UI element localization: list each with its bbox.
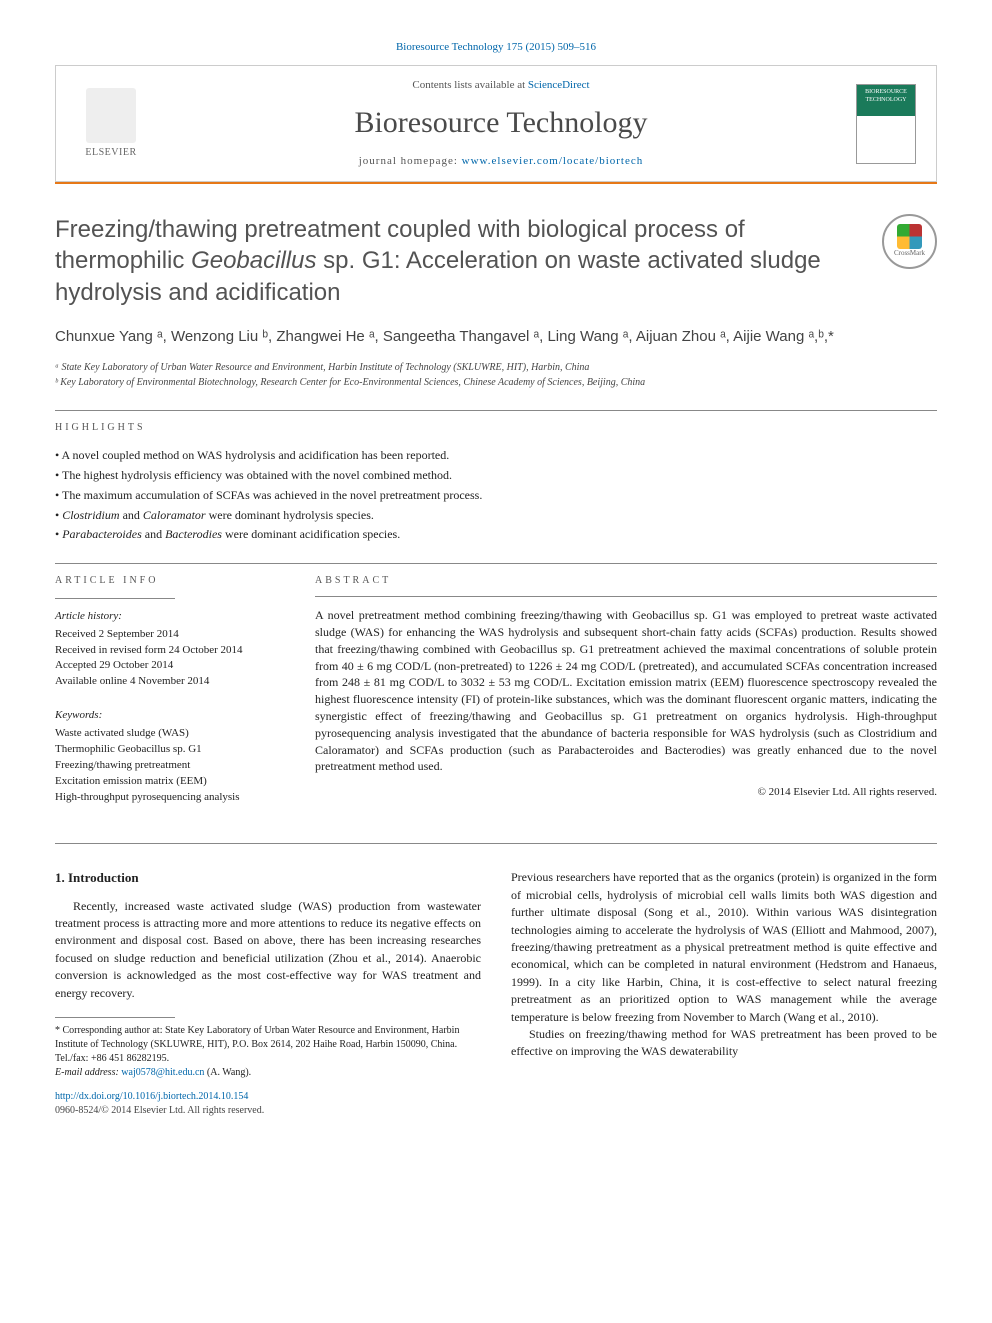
sciencedirect-link[interactable]: ScienceDirect: [528, 79, 590, 91]
issn-copyright: 0960-8524/© 2014 Elsevier Ltd. All right…: [55, 1104, 481, 1118]
abstract-text: A novel pretreatment method combining fr…: [315, 607, 937, 775]
corresponding-note: * Corresponding author at: State Key Lab…: [55, 1024, 481, 1066]
homepage-url[interactable]: www.elsevier.com/locate/biortech: [462, 155, 644, 167]
elsevier-tree-icon: [86, 88, 136, 143]
journal-homepage: journal homepage: www.elsevier.com/locat…: [166, 154, 836, 169]
doi-link[interactable]: http://dx.doi.org/10.1016/j.biortech.201…: [55, 1090, 481, 1104]
highlight-item: The maximum accumulation of SCFAs was ac…: [55, 487, 937, 504]
highlights-label: HIGHLIGHTS: [55, 421, 937, 435]
intro-col2: Previous researchers have reported that …: [511, 869, 937, 1060]
intro-heading: 1. Introduction: [55, 869, 481, 887]
journal-header: ELSEVIER Contents lists available at Sci…: [55, 65, 937, 182]
affiliations: ᵃ State Key Laboratory of Urban Water Re…: [55, 360, 937, 390]
history-received: Received 2 September 2014: [55, 627, 275, 643]
highlight-item: Clostridium and Caloramator were dominan…: [55, 507, 937, 524]
contents-prefix: Contents lists available at: [412, 79, 527, 91]
corresponding-email: E-mail address: waj0578@hit.edu.cn (A. W…: [55, 1066, 481, 1080]
highlight-item: The highest hydrolysis efficiency was ob…: [55, 467, 937, 484]
affiliation-a: ᵃ State Key Laboratory of Urban Water Re…: [55, 360, 937, 375]
affiliation-b: ᵇ Key Laboratory of Environmental Biotec…: [55, 375, 937, 390]
history-online: Available online 4 November 2014: [55, 674, 275, 690]
history-revised: Received in revised form 24 October 2014: [55, 643, 275, 659]
crossmark-badge[interactable]: CrossMark: [882, 214, 937, 269]
article-info-label: ARTICLE INFO: [55, 574, 275, 588]
intro-col1: Recently, increased waste activated slud…: [55, 898, 481, 1002]
highlights-list: A novel coupled method on WAS hydrolysis…: [55, 447, 937, 543]
publisher-label: ELSEVIER: [85, 146, 136, 160]
article-title: Freezing/thawing pretreatment coupled wi…: [55, 214, 862, 308]
citation-line: Bioresource Technology 175 (2015) 509–51…: [55, 40, 937, 55]
crossmark-icon: [897, 224, 922, 249]
keyword-item: High-throughput pyrosequencing analysis: [55, 790, 275, 806]
journal-cover-thumb: BIORESOURCE TECHNOLOGY: [856, 84, 916, 164]
keyword-item: Waste activated sludge (WAS): [55, 726, 275, 742]
email-label: E-mail address:: [55, 1067, 121, 1078]
keyword-item: Excitation emission matrix (EEM): [55, 774, 275, 790]
intro-p2: Previous researchers have reported that …: [511, 869, 937, 1026]
email-link[interactable]: waj0578@hit.edu.cn: [121, 1067, 204, 1078]
elsevier-logo: ELSEVIER: [76, 84, 146, 164]
crossmark-label: CrossMark: [894, 249, 925, 259]
journal-name: Bioresource Technology: [166, 102, 836, 144]
keyword-item: Thermophilic Geobacillus sp. G1: [55, 742, 275, 758]
keywords-label: Keywords:: [55, 708, 275, 723]
highlight-item: A novel coupled method on WAS hydrolysis…: [55, 447, 937, 464]
intro-p3: Studies on freezing/thawing method for W…: [511, 1026, 937, 1061]
keyword-item: Freezing/thawing pretreatment: [55, 758, 275, 774]
abstract-copyright: © 2014 Elsevier Ltd. All rights reserved…: [315, 785, 937, 800]
contents-line: Contents lists available at ScienceDirec…: [166, 78, 836, 93]
homepage-label: journal homepage:: [359, 155, 462, 167]
history-accepted: Accepted 29 October 2014: [55, 658, 275, 674]
intro-p1: Recently, increased waste activated slud…: [55, 898, 481, 1002]
abstract-label: ABSTRACT: [315, 574, 937, 588]
article-history: Article history: Received 2 September 20…: [55, 609, 275, 690]
highlight-item: Parabacteroides and Bacterodies were dom…: [55, 526, 937, 543]
title-species: Geobacillus: [191, 247, 316, 274]
email-suffix: (A. Wang).: [204, 1067, 251, 1078]
authors-line: Chunxue Yang ᵃ, Wenzong Liu ᵇ, Zhangwei …: [55, 326, 937, 349]
history-label: Article history:: [55, 609, 275, 624]
keywords-block: Keywords: Waste activated sludge (WAS)Th…: [55, 708, 275, 805]
